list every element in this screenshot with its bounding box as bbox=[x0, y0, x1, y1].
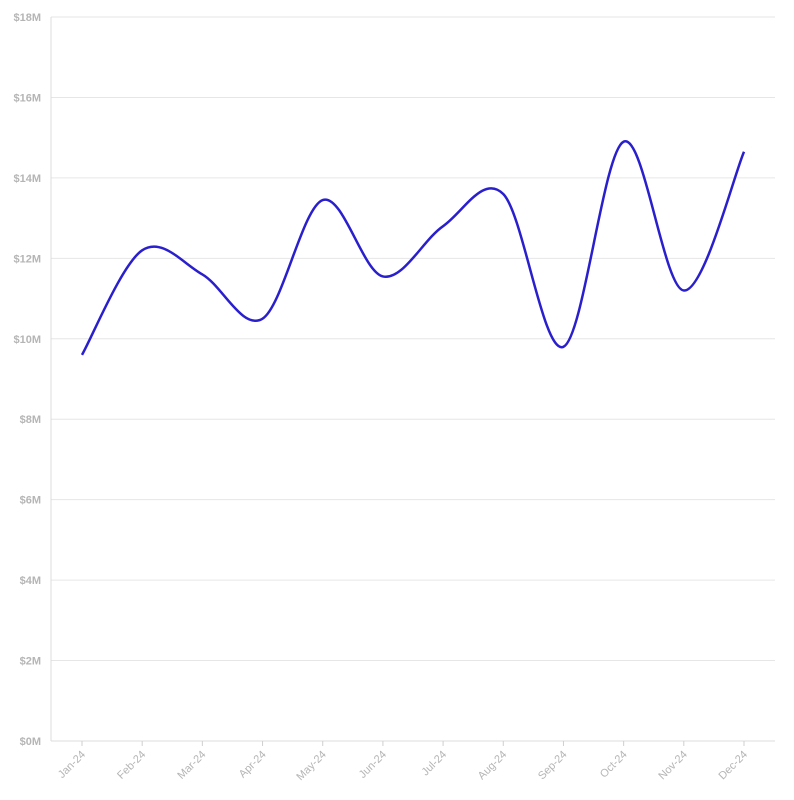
x-tick-label: Mar-24 bbox=[175, 749, 208, 782]
x-tick-label: Apr-24 bbox=[237, 749, 269, 781]
grid-lines bbox=[51, 16, 775, 742]
y-tick-label: $0M bbox=[20, 736, 41, 748]
y-tick-label: $18M bbox=[13, 12, 41, 24]
y-tick-label: $8M bbox=[20, 414, 41, 426]
y-tick-label: $4M bbox=[20, 575, 41, 587]
x-tick-label: Jan-24 bbox=[56, 749, 88, 781]
x-tick-label: Jun-24 bbox=[357, 749, 389, 781]
x-tick-label: May-24 bbox=[294, 749, 328, 783]
y-axis: $0M $2M $4M $6M $8M $10M $12M $14M $16M $18M bbox=[13, 12, 52, 748]
x-axis: Jan-24 Feb-24 Mar-24 Apr-24 May-24 Jun-24 Jul-… bbox=[51, 740, 775, 783]
x-tick-label: Nov-24 bbox=[656, 749, 690, 783]
y-tick-label: $10M bbox=[13, 334, 41, 346]
y-tick-label: $6M bbox=[20, 495, 41, 507]
x-tick-label: Sep-24 bbox=[536, 749, 570, 783]
y-tick-label: $2M bbox=[20, 656, 41, 668]
y-tick-label: $14M bbox=[13, 173, 41, 185]
series-line-0 bbox=[80, 140, 746, 356]
x-tick-label: Dec-24 bbox=[717, 749, 751, 783]
x-tick-label: Feb-24 bbox=[115, 749, 148, 782]
x-tick-label: Oct-24 bbox=[598, 749, 630, 781]
y-tick-label: $12M bbox=[13, 253, 41, 265]
x-tick-label: Jul-24 bbox=[420, 749, 450, 779]
series-group bbox=[80, 140, 746, 356]
x-tick-label: Aug-24 bbox=[476, 749, 510, 783]
y-tick-label: $16M bbox=[13, 92, 41, 104]
